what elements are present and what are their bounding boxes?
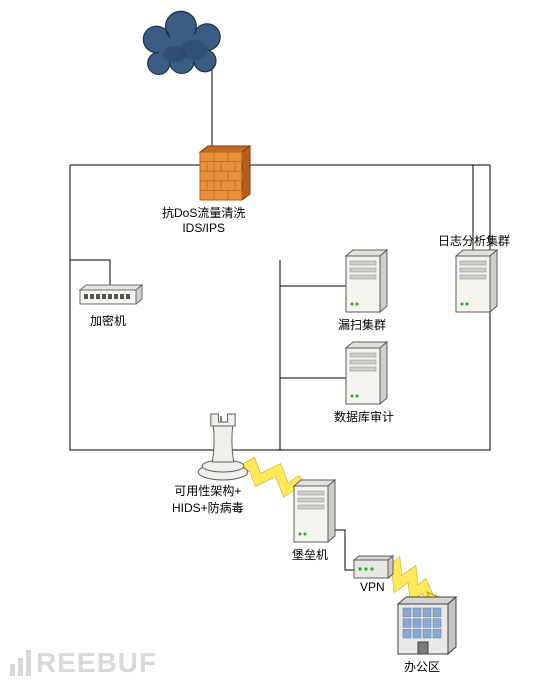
firewall-icon (200, 146, 250, 200)
watermark: REEBUF (10, 647, 157, 679)
cloud-icon (143, 11, 220, 74)
server1-icon (346, 250, 387, 312)
piece-label: 可用性架构+ HIDS+防病毒 (172, 482, 244, 516)
log_server-label: 日志分析集群 (438, 232, 510, 249)
switch-label: 加密机 (90, 312, 126, 329)
vpn-icon (354, 556, 393, 578)
bastion-icon (294, 480, 335, 542)
watermark-text: REEBUF (36, 647, 157, 679)
office-label: 办公区 (404, 658, 440, 675)
office-icon (398, 597, 456, 654)
server1-label: 漏扫集群 (338, 316, 386, 333)
node-layer (0, 0, 536, 689)
diagram-canvas: 抗DoS流量清洗 IDS/IPS 加密机 漏扫集群数据库审计 日志分析集群可用性架构+… (0, 0, 536, 689)
switch-icon (80, 285, 142, 304)
server2-label: 数据库审计 (334, 408, 394, 425)
firewall-label: 抗DoS流量清洗 IDS/IPS (162, 204, 245, 235)
watermark-bars-icon (10, 650, 34, 676)
piece-icon (198, 414, 247, 480)
server2-icon (346, 342, 387, 404)
log_server-icon (456, 250, 497, 312)
vpn-label: VPN (360, 580, 385, 594)
bastion-label: 堡垒机 (292, 546, 328, 563)
